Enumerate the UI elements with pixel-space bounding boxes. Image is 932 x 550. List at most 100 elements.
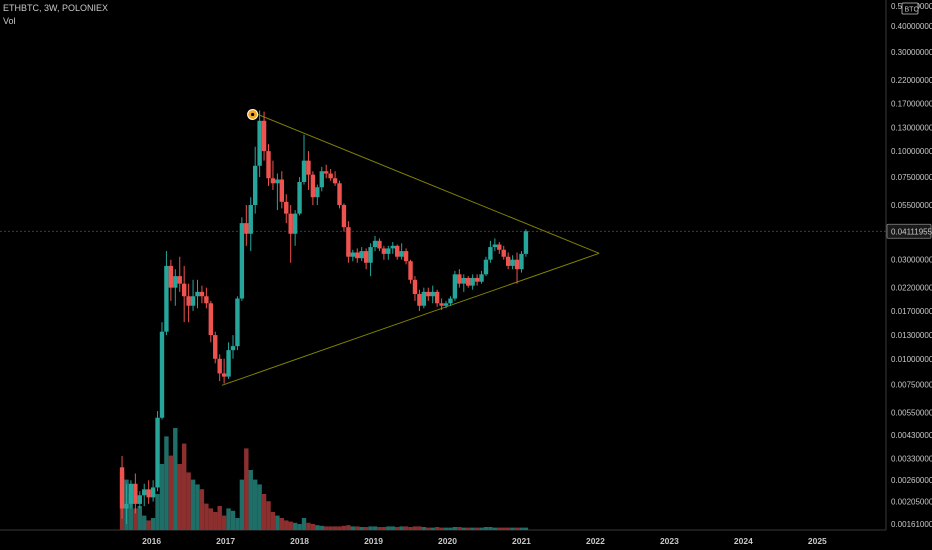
candle-body: [199, 291, 205, 297]
volume-bar: [173, 428, 178, 530]
volume-bar: [164, 436, 169, 530]
year-tick-label: 2025: [808, 536, 827, 546]
volume-bar: [213, 512, 218, 530]
volume-indicator-label: Vol: [3, 16, 16, 26]
volume-bar: [199, 489, 205, 530]
year-tick-label: 2021: [512, 536, 531, 546]
candle-body: [417, 294, 422, 306]
price-tick-label: 0.07500000: [891, 173, 932, 182]
candle-body: [510, 259, 515, 266]
volume-bar: [483, 527, 489, 530]
candle-body: [443, 303, 449, 306]
candle-body: [155, 417, 160, 488]
year-tick-label: 2019: [364, 536, 383, 546]
candle-body: [470, 277, 475, 286]
candle-body: [328, 173, 333, 179]
price-tick-label: 0.01000000: [891, 355, 932, 364]
volume-bar: [466, 527, 471, 530]
candle-body: [408, 261, 413, 280]
candle-body: [346, 227, 351, 257]
volume-bar: [523, 527, 529, 530]
candle-body: [479, 274, 484, 282]
volume-bar: [261, 494, 267, 530]
volume-bar: [332, 526, 338, 530]
candle-body: [386, 248, 391, 254]
volume-bar: [510, 527, 515, 530]
price-tick-label: 0.01700000: [891, 307, 932, 316]
volume-bars: [119, 428, 529, 530]
volume-bar: [350, 526, 356, 530]
volume-bar: [492, 527, 498, 530]
candle-body: [244, 223, 249, 234]
volume-bar: [412, 526, 418, 530]
price-tick-label: 0.13000000: [891, 123, 932, 132]
candle-body: [483, 259, 489, 275]
candle-body: [310, 174, 316, 198]
price-tick-label: 0.02200000: [891, 284, 932, 293]
volume-bar: [452, 527, 458, 530]
volume-bar: [252, 479, 258, 530]
volume-bar: [248, 470, 253, 530]
volume-bar: [381, 527, 387, 530]
volume-bar: [439, 527, 444, 530]
candle-body: [235, 298, 240, 347]
volume-bar: [195, 484, 200, 530]
volume-bar: [474, 527, 480, 530]
price-tick-label: 0.10000000: [891, 147, 932, 156]
candle-body: [257, 120, 262, 166]
volume-bar: [501, 527, 506, 530]
candle-body: [173, 276, 178, 288]
time-axis: 2016 2017 2018 2019 2020 2021 2022 2023 2024 2025: [142, 536, 827, 546]
volume-bar: [426, 527, 431, 530]
alert-marker-dot: [251, 112, 255, 117]
volume-bar: [341, 525, 347, 530]
candle-body: [426, 291, 431, 297]
price-tick-label: 0.00750000: [891, 381, 932, 390]
candle-body: [142, 489, 147, 496]
candle-body: [146, 489, 151, 498]
candle-body: [457, 274, 462, 284]
candle-body: [261, 120, 267, 152]
volume-bar: [505, 527, 511, 530]
volume-bar: [266, 501, 271, 530]
candle-body: [284, 201, 289, 214]
candle-body: [226, 350, 231, 377]
triangle-trendlines: [221, 112, 600, 386]
candle-body: [412, 279, 418, 295]
current-price-tag: [886, 223, 932, 239]
candle-body: [372, 240, 378, 248]
candle-body: [359, 251, 364, 259]
price-tick-label: 0.05500000: [891, 201, 932, 210]
volume-bar: [408, 527, 413, 530]
candle-body: [221, 373, 227, 377]
volume-bar: [235, 518, 240, 530]
price-tick-label: 0.03000000: [891, 256, 932, 265]
volume-bar: [186, 472, 191, 530]
volume-bar: [434, 527, 440, 530]
candle-body: [350, 252, 356, 257]
volume-bar: [443, 527, 449, 530]
volume-bar: [328, 526, 333, 530]
volume-bar: [319, 525, 324, 530]
candle-body: [292, 213, 298, 234]
candle-body: [319, 171, 324, 188]
candle-body: [177, 276, 182, 284]
candle-body: [217, 358, 222, 374]
candle-body: [213, 335, 218, 359]
volume-bar: [430, 527, 435, 530]
candle-body: [315, 187, 320, 198]
candle-body: [399, 251, 404, 257]
volume-bar: [239, 479, 245, 530]
volume-bar: [372, 526, 378, 530]
trendline-lower: [221, 252, 600, 386]
price-tick-label: 0.00161000: [891, 520, 932, 529]
candle-body: [239, 223, 245, 299]
volume-bar: [270, 512, 276, 530]
volume-bar: [204, 503, 209, 530]
volume-bar: [297, 524, 302, 530]
volume-bar: [288, 521, 293, 530]
candle-body: [186, 296, 191, 306]
volume-bar: [142, 515, 147, 530]
volume-bar: [315, 525, 320, 530]
